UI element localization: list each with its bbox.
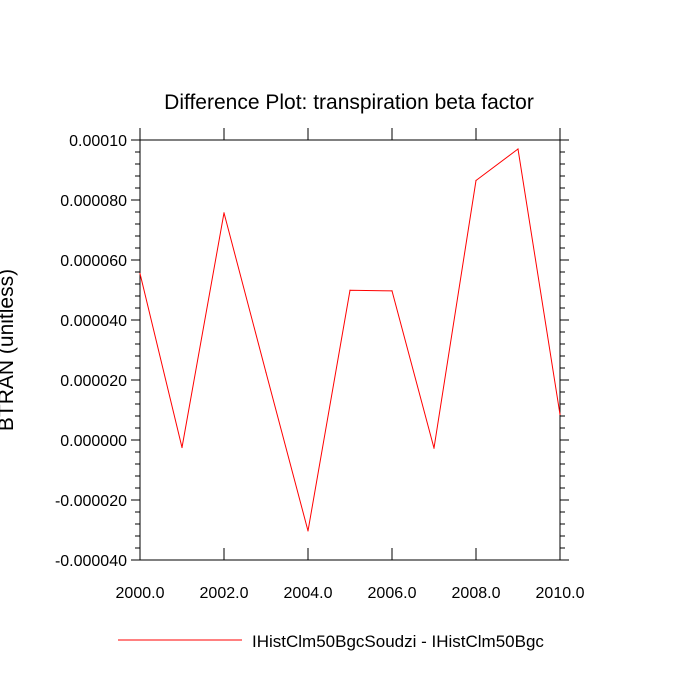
y-tick-label: 0.000020 <box>60 373 127 390</box>
data-point <box>559 413 561 416</box>
y-tick-label: 0.000000 <box>60 433 127 450</box>
data-point <box>391 290 393 292</box>
y-tick-label: -0.000040 <box>55 553 127 570</box>
chart-title: Difference Plot: transpiration beta fact… <box>164 91 534 114</box>
y-axis-label: BTRAN (unitless) <box>0 269 18 431</box>
series-line <box>139 148 561 532</box>
x-tick-label: 2006.0 <box>368 585 417 602</box>
y-tick-label: 0.00010 <box>69 133 127 150</box>
data-point <box>433 447 435 449</box>
data-point <box>517 148 519 150</box>
plot-area: -0.000040 -0.000020 0.000000 0.000020 0.0000… <box>55 128 585 602</box>
y-tick-label: 0.000040 <box>60 313 127 330</box>
series-lines <box>139 148 561 532</box>
data-point <box>307 530 309 532</box>
data-point <box>265 371 267 374</box>
y-tick-label: -0.000020 <box>55 493 127 510</box>
x-tick-label: 2008.0 <box>452 585 501 602</box>
legend: IHistClm50BgcSoudzi - IHistClm50Bgc <box>118 632 544 651</box>
data-point <box>349 289 351 291</box>
x-tick-label: 2004.0 <box>284 585 333 602</box>
plot-frame <box>139 139 561 561</box>
data-point <box>223 212 225 214</box>
data-point <box>181 446 183 449</box>
data-point <box>139 272 141 275</box>
y-tick-label: 0.000080 <box>60 193 127 210</box>
y-tick-label: 0.000060 <box>60 253 127 270</box>
x-tick-label: 2000.0 <box>116 585 165 602</box>
data-point <box>475 179 477 182</box>
x-tick-label: 2002.0 <box>200 585 249 602</box>
x-tick-label: 2010.0 <box>536 585 585 602</box>
legend-label: IHistClm50BgcSoudzi - IHistClm50Bgc <box>252 632 544 651</box>
